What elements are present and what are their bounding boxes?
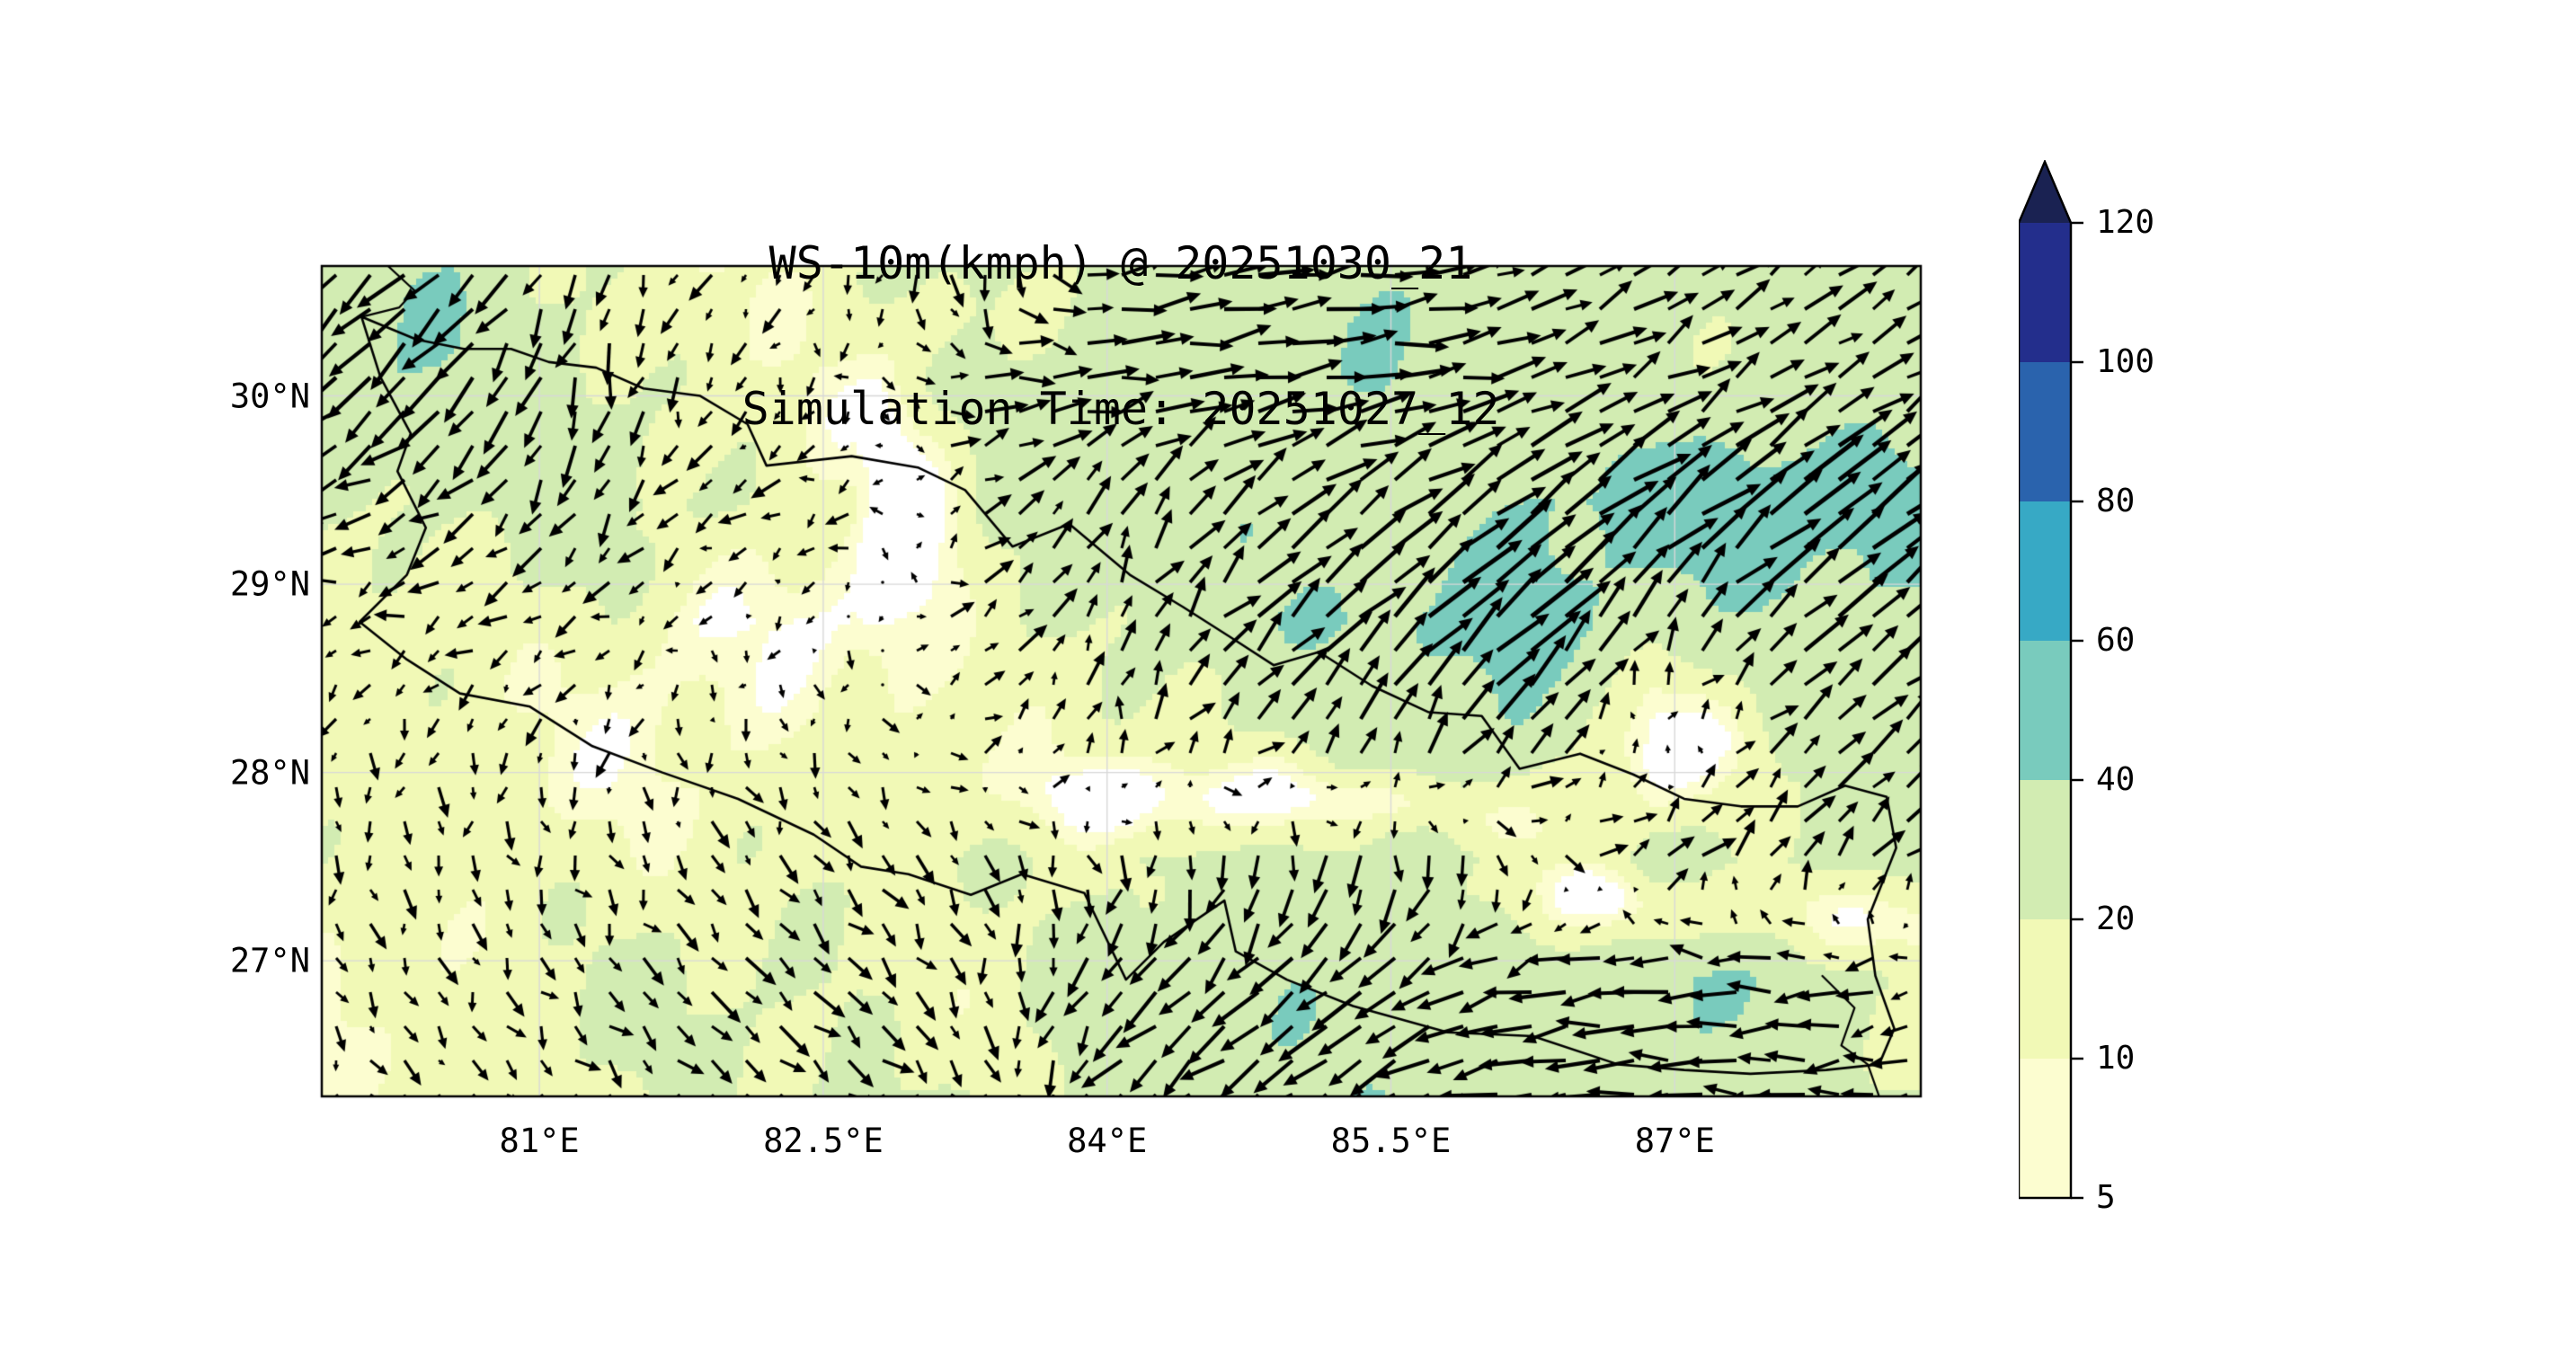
colorbar-tick-label: 120 <box>2096 204 2155 241</box>
colorbar-over-arrow <box>2019 160 2071 223</box>
colorbar-tick-label: 40 <box>2096 761 2136 798</box>
colorbar-segment <box>2019 780 2071 920</box>
x-tick-label: 87°E <box>1634 1122 1715 1160</box>
colorbar-segment <box>2019 362 2071 502</box>
y-tick-label: 30°N <box>229 377 310 416</box>
x-tick-label: 84°E <box>1067 1122 1148 1160</box>
colorbar-tick-label: 100 <box>2096 343 2155 380</box>
colorbar: 120 100 80 60 40 20 10 5 <box>2019 160 2216 1292</box>
x-tick-label: 81°E <box>499 1122 580 1160</box>
y-tick-label: 28°N <box>229 753 310 793</box>
plot-subtitle: Simulation Time: 20251027_12 <box>742 383 1500 435</box>
colorbar-tick-label: 20 <box>2096 900 2136 937</box>
colorbar-tick-label: 60 <box>2096 622 2136 659</box>
colorbar-segment <box>2019 501 2071 642</box>
x-tick-label: 85.5°E <box>1330 1122 1452 1160</box>
colorbar-tick-label: 5 <box>2096 1179 2116 1216</box>
colorbar-segment <box>2019 919 2071 1060</box>
x-tick-label: 82.5°E <box>763 1122 884 1160</box>
y-tick-label: 29°N <box>229 564 310 604</box>
y-tick-label: 27°N <box>229 941 310 980</box>
colorbar-segment <box>2019 1059 2071 1199</box>
plot-title-block: WS-10m(kmph) @ 20251030_21 Simulation Ti… <box>742 142 1500 530</box>
colorbar-outline <box>2019 160 2073 1200</box>
colorbar-segment <box>2019 223 2071 363</box>
colorbar-swatches <box>2019 160 2083 1200</box>
colorbar-tick-label: 10 <box>2096 1040 2136 1077</box>
colorbar-tick-label: 80 <box>2096 483 2136 519</box>
plot-title: WS-10m(kmph) @ 20251030_21 <box>768 237 1473 289</box>
colorbar-segment <box>2019 641 2071 781</box>
